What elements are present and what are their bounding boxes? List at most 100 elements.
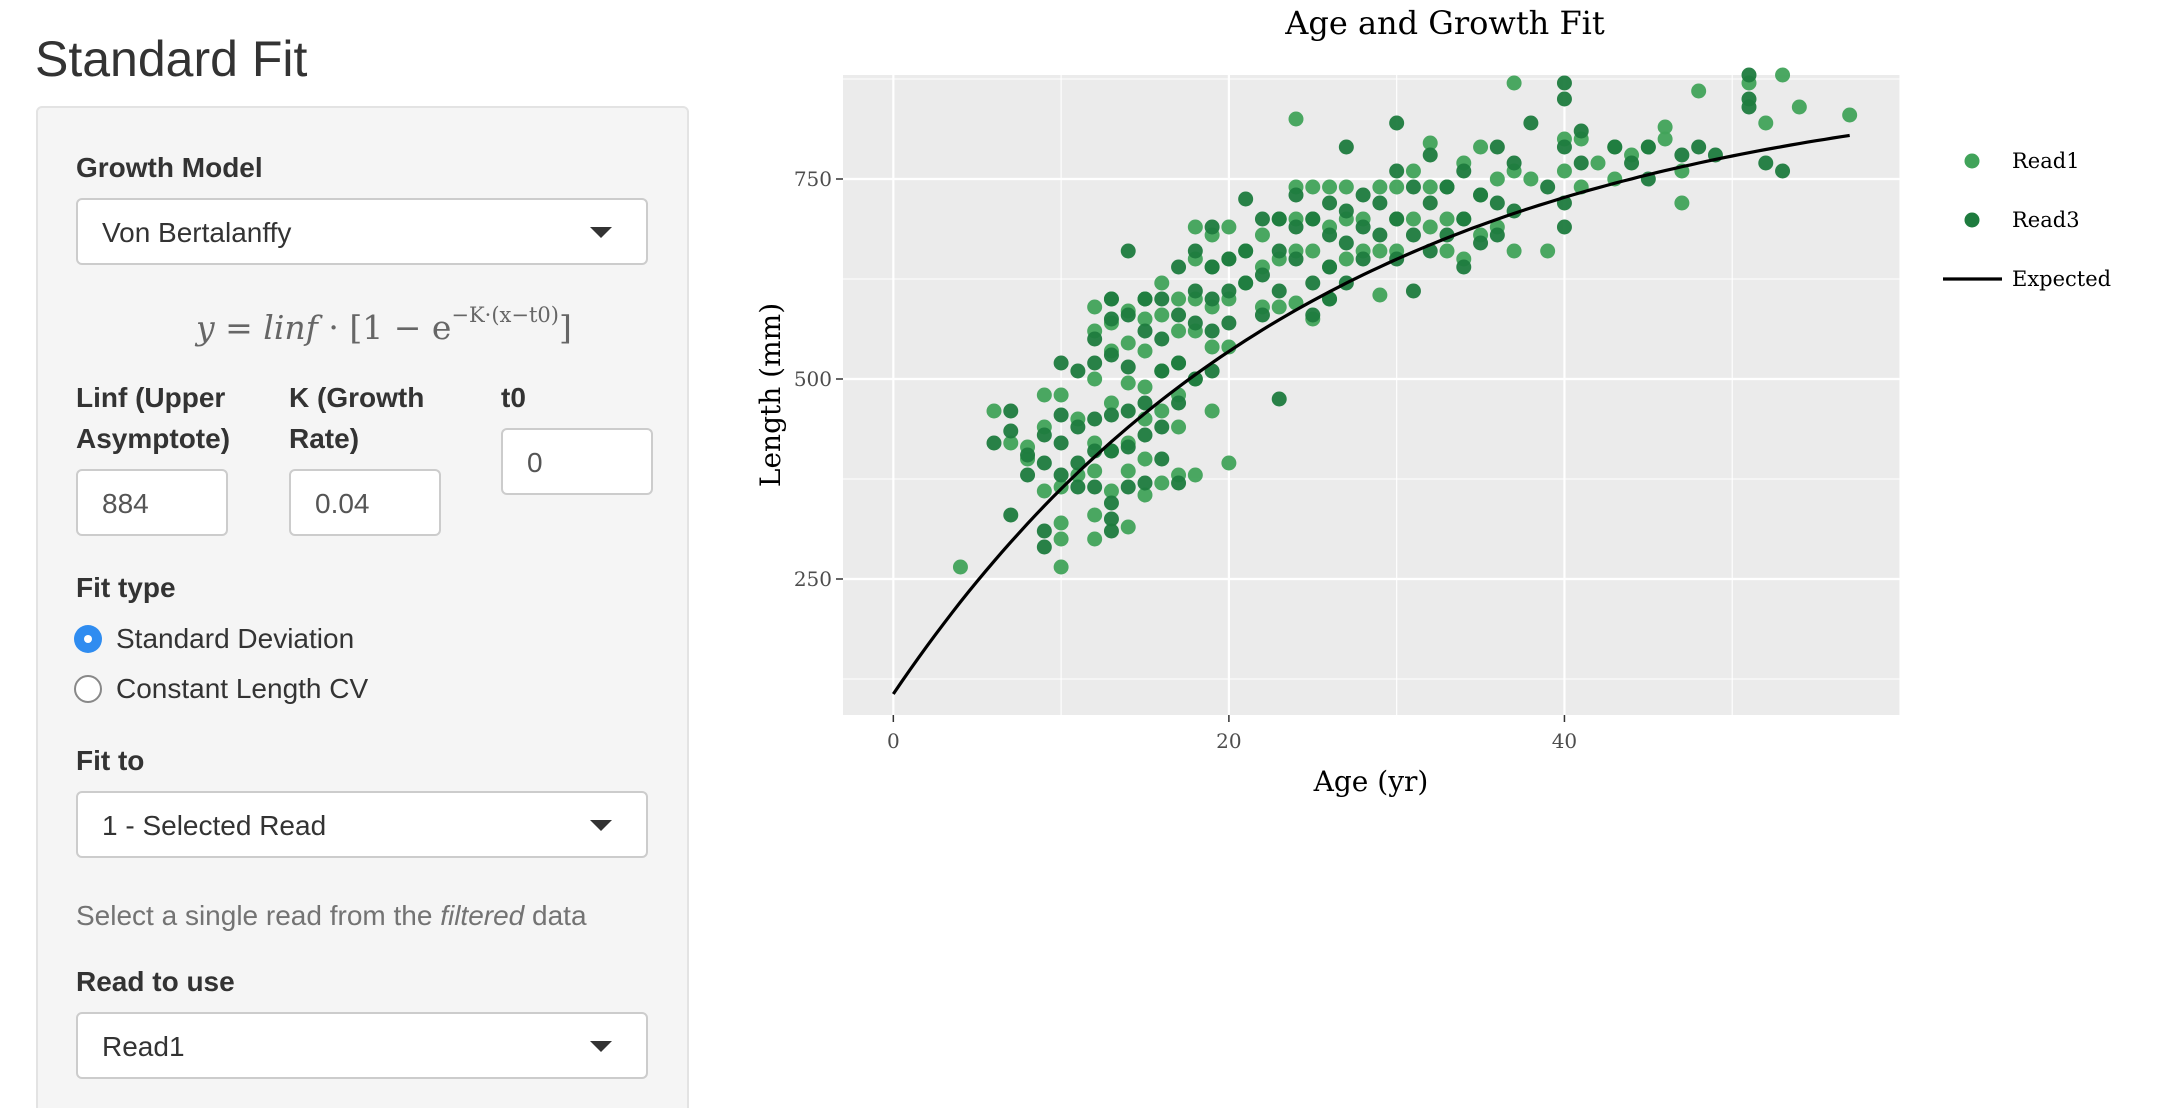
data-point-read1	[1137, 487, 1153, 503]
data-point-read3	[1305, 307, 1321, 323]
data-point-read3	[1422, 147, 1438, 163]
read-to-use-select[interactable]: Read1	[76, 1012, 648, 1079]
data-point-read3	[1389, 211, 1405, 227]
plot-panel	[843, 75, 1900, 715]
data-point-read3	[1439, 179, 1455, 195]
data-point-read3	[1489, 139, 1505, 155]
data-point-read1	[1405, 211, 1421, 227]
data-point-read1	[1120, 519, 1136, 535]
data-point-read3	[1556, 75, 1572, 91]
data-point-read3	[1305, 211, 1321, 227]
data-point-read3	[1187, 243, 1203, 259]
formula-linf: linf	[263, 308, 318, 347]
data-point-read3	[1372, 195, 1388, 211]
data-point-read3	[1271, 391, 1287, 407]
axis-layer: 0 20 40 250 500 750	[794, 167, 1577, 753]
radio-unselected-icon	[74, 675, 102, 703]
legend-key-read3	[1964, 212, 1980, 228]
data-point-read1	[1221, 219, 1237, 235]
data-point-read1	[1758, 115, 1774, 131]
data-point-read1	[1691, 83, 1707, 99]
data-point-read3	[1405, 283, 1421, 299]
data-point-read3	[1036, 427, 1052, 443]
data-point-read3	[1187, 315, 1203, 331]
formula-eq: =	[214, 308, 264, 347]
data-point-read3	[1120, 243, 1136, 259]
grid-layer	[843, 75, 1901, 715]
data-point-read3	[1154, 331, 1170, 347]
data-point-read1	[1271, 299, 1287, 315]
data-point-read3	[1556, 219, 1572, 235]
growth-model-select[interactable]: Von Bertalanffy	[76, 198, 648, 265]
data-point-read3	[1087, 355, 1103, 371]
data-point-read1	[1221, 455, 1237, 471]
data-point-read3	[1137, 323, 1153, 339]
data-point-read1	[1187, 467, 1203, 483]
data-point-read3	[1053, 355, 1069, 371]
data-point-read3	[1523, 115, 1539, 131]
data-point-read1	[1087, 531, 1103, 547]
help-text-before: Select a single read from the	[76, 900, 441, 931]
data-point-read3	[1070, 479, 1086, 495]
data-point-read1	[1120, 335, 1136, 351]
data-point-read1	[1657, 119, 1673, 135]
expected-curve	[891, 133, 1850, 695]
legend-key-read1	[1964, 153, 1980, 169]
data-point-read3	[1422, 195, 1438, 211]
x-axis-title: Age (yr)	[1313, 765, 1429, 798]
data-point-read3	[1338, 235, 1354, 251]
data-point-read3	[1154, 363, 1170, 379]
data-point-read1	[1053, 531, 1069, 547]
data-point-read1	[1154, 475, 1170, 491]
data-point-read1	[1053, 559, 1069, 575]
data-point-read3	[1556, 91, 1572, 107]
data-point-read1	[1137, 311, 1153, 327]
data-point-read3	[1238, 275, 1254, 291]
data-point-read3	[1456, 259, 1472, 275]
data-point-read3	[1204, 291, 1220, 307]
data-point-read1	[1036, 387, 1052, 403]
fit-to-value: 1 - Selected Read	[102, 810, 327, 841]
fit-to-select[interactable]: 1 - Selected Read	[76, 791, 648, 858]
linf-input[interactable]: 884	[76, 469, 228, 536]
data-point-read3	[986, 435, 1002, 451]
data-point-read1	[1087, 371, 1103, 387]
chevron-down-icon	[590, 1041, 612, 1052]
data-point-read3	[1036, 455, 1052, 471]
data-point-read1	[1372, 287, 1388, 303]
linf-label-line1: Linf (Upper	[76, 382, 226, 413]
x-tick-label: 0	[887, 729, 900, 753]
data-point-read3	[1070, 455, 1086, 471]
data-point-read3	[1003, 507, 1019, 523]
read-to-use-value: Read1	[102, 1031, 185, 1062]
data-point-read1	[1322, 179, 1338, 195]
data-point-read3	[1473, 187, 1489, 203]
data-point-read3	[1137, 395, 1153, 411]
k-input[interactable]: 0.04	[289, 469, 441, 536]
formula-mid: · [1 − e	[317, 308, 452, 347]
legend-label-read1: Read1	[2012, 149, 2080, 173]
chart-title: Age and Growth Fit	[1284, 4, 1605, 42]
data-point-read3	[1489, 195, 1505, 211]
linf-label-line2: Asymptote)	[76, 423, 231, 454]
data-point-read1	[1422, 135, 1438, 151]
data-point-read3	[1087, 331, 1103, 347]
data-point-read3	[1489, 227, 1505, 243]
data-point-read3	[1271, 211, 1287, 227]
data-point-read1	[1439, 211, 1455, 227]
data-point-read1	[1556, 163, 1572, 179]
data-point-read3	[1338, 203, 1354, 219]
help-text-emphasis: filtered	[440, 900, 525, 931]
data-point-read1	[1338, 251, 1354, 267]
y-tick-label: 500	[794, 367, 832, 391]
data-point-read1	[1187, 219, 1203, 235]
data-point-read3	[1120, 359, 1136, 375]
data-point-read3	[1137, 427, 1153, 443]
data-point-read3	[1103, 347, 1119, 363]
data-point-read1	[1338, 179, 1354, 195]
data-point-read3	[1338, 139, 1354, 155]
t0-input[interactable]: 0	[501, 428, 653, 495]
data-point-read1	[1657, 131, 1673, 147]
help-text-after: data	[524, 900, 587, 931]
data-point-read3	[1204, 323, 1220, 339]
